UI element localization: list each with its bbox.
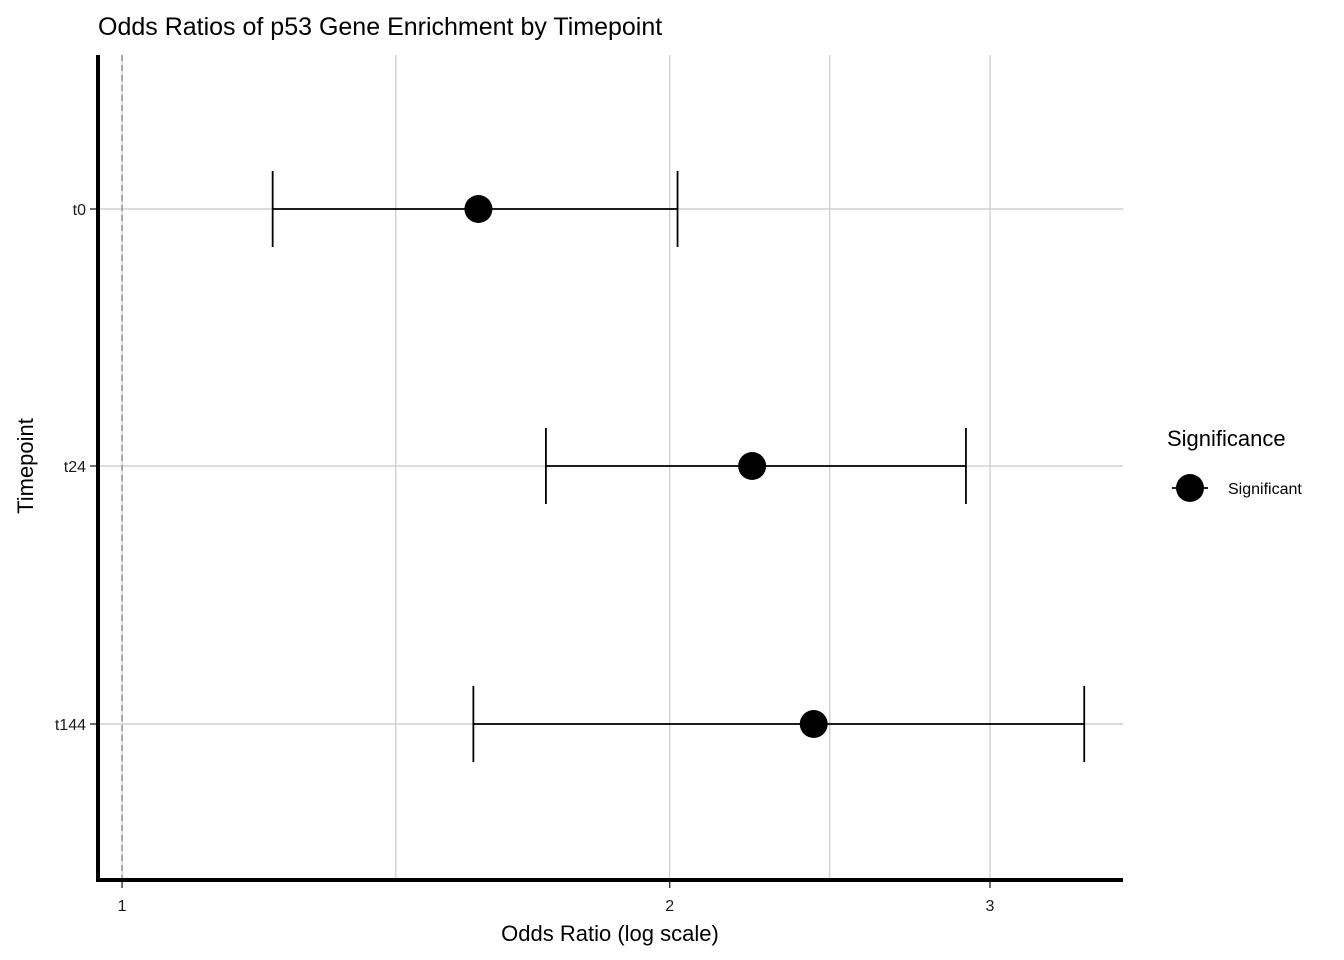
y-tick-label: t0 <box>73 202 86 219</box>
legend-title: Significance <box>1167 426 1286 451</box>
point-t144 <box>799 710 828 738</box>
y-tick-label: t24 <box>64 459 86 476</box>
chart-title: Odds Ratios of p53 Gene Enrichment by Ti… <box>98 13 662 41</box>
x-tick-label: 3 <box>986 898 995 915</box>
point-t24 <box>738 452 767 480</box>
grid-layer <box>98 55 1123 880</box>
data-layer <box>271 171 1086 762</box>
point-t0 <box>464 195 493 223</box>
legend: Significant <box>1172 474 1302 502</box>
axis-layer: 1 2 3 t0 t24 t144 <box>55 55 1123 915</box>
x-axis-title: Odds Ratio (log scale) <box>501 921 719 946</box>
x-tick-label: 1 <box>118 898 127 915</box>
y-tick-label: t144 <box>55 717 86 734</box>
x-tick-label: 2 <box>665 898 674 915</box>
legend-key-point <box>1176 474 1204 502</box>
y-axis-title: Timepoint <box>13 418 38 514</box>
legend-label: Significant <box>1228 481 1302 498</box>
